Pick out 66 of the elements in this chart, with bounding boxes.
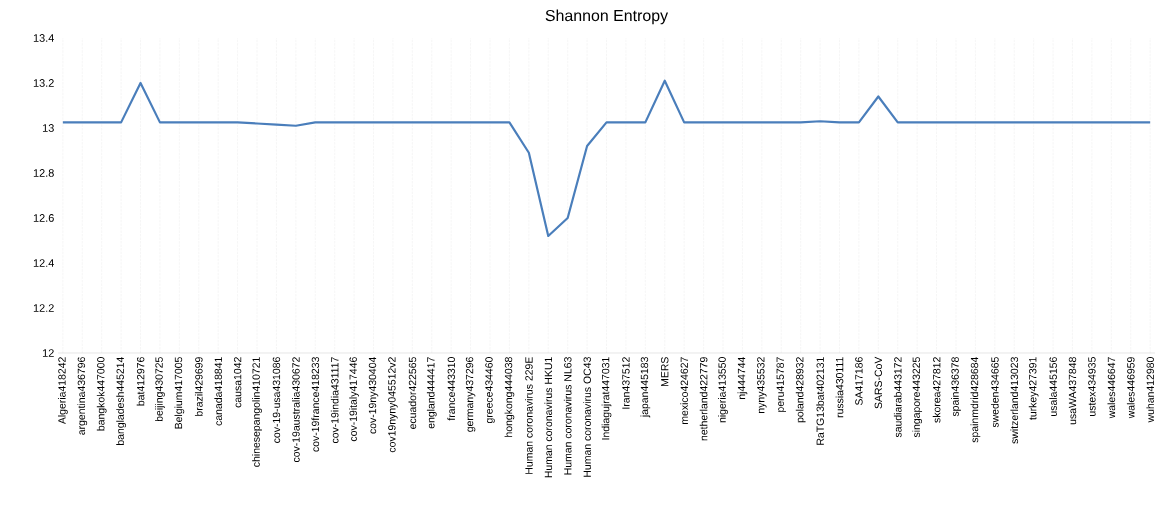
x-tick-label: france443310	[447, 357, 456, 421]
x-tick-label: argentina436796	[77, 357, 88, 435]
x-tick-label: cov-19france418233	[311, 357, 320, 452]
x-tick-label: nj444744	[737, 357, 748, 400]
x-tick-label: wuhan412980	[1146, 357, 1154, 423]
x-tick-label: Algeria418242	[57, 357, 68, 425]
x-tick-label: wales446959	[1126, 357, 1135, 419]
y-tick-label: 13	[42, 124, 54, 132]
x-tick-label: causa1042	[233, 357, 242, 408]
x-tick-label: netherland422779	[699, 357, 708, 441]
x-tick-label: russia430111	[835, 357, 844, 418]
y-tick-label: 12	[42, 349, 54, 357]
x-tick-label: nyny435532	[757, 357, 767, 413]
x-tick-label: peru415787	[776, 357, 786, 412]
x-tick-label: bat412976	[136, 357, 145, 406]
x-tick-label: SARS-CoV	[874, 356, 883, 409]
x-tick-label: cov-19india431117	[330, 357, 339, 444]
x-tick-label: bangladesh445214	[116, 357, 126, 445]
y-tick-label: 12.4	[33, 259, 54, 267]
x-tick-label: skorea427812	[932, 357, 941, 423]
x-tick-label: Human coronavirus NL63	[563, 357, 572, 475]
x-tick-label: cov-19-usa431086	[272, 357, 281, 443]
y-tick-label: 12.8	[33, 169, 54, 177]
y-tick-label: 13.4	[33, 34, 54, 42]
x-tick-label: Indiagujrat447031	[601, 357, 612, 440]
x-tick-label: bangkok447000	[96, 357, 107, 431]
x-tick-label: cov19nyny045512v2	[388, 357, 398, 453]
x-tick-label: spain436378	[951, 357, 961, 417]
y-tick-label: 12.6	[33, 214, 54, 222]
x-tick-label: Iran437512	[622, 357, 630, 409]
x-tick-label: mexico424627	[680, 357, 689, 425]
y-tick-label: 13.2	[33, 79, 54, 87]
x-tick-label: japan445183	[640, 357, 651, 418]
x-tick-label: hongkong444038	[504, 357, 515, 437]
x-tick-label: brazil429699	[194, 357, 203, 416]
x-tick-label: usala445156	[1049, 357, 1057, 416]
x-tick-label: usaWA437848	[1068, 357, 1077, 425]
x-tick-label: greece434460	[485, 357, 495, 424]
y-tick-label: 12.2	[33, 304, 54, 312]
x-tick-label: england444417	[426, 357, 437, 429]
x-tick-label: chinesepangolin410721	[252, 357, 262, 467]
x-tick-label: singapore443225	[912, 357, 923, 438]
x-tick-label: wales446647	[1107, 357, 1116, 419]
x-tick-label: poland428932	[795, 357, 806, 423]
x-tick-label: turkey427391	[1028, 357, 1039, 420]
x-tick-label: Human coronavirus 229E	[525, 357, 533, 474]
x-tick-label: ecuador422565	[408, 357, 417, 429]
x-tick-label: SA417186	[855, 357, 863, 406]
chart-title: Shannon Entropy	[545, 9, 669, 25]
x-tick-label: canada418841	[214, 357, 223, 426]
x-tick-label: ustex434935	[1088, 357, 1096, 416]
x-tick-label: germany437296	[465, 357, 476, 432]
x-tick-label: sweden434665	[990, 357, 999, 428]
x-tick-label: RaTG13bat402131	[816, 357, 824, 445]
x-tick-label: Belgium417005	[174, 357, 185, 429]
x-tick-label: Human coronavirus OC43	[583, 357, 591, 477]
x-tick-label: switzerland413023	[1010, 357, 1019, 444]
x-tick-label: cov-19australia430672	[292, 357, 300, 463]
x-tick-label: MERS	[661, 357, 669, 387]
x-tick-label: saudiarab443172	[893, 357, 902, 438]
x-tick-label: nigeria413550	[718, 357, 728, 423]
x-tick-label: beijing430725	[155, 357, 165, 422]
x-tick-label: cov-19italy417446	[349, 357, 359, 442]
x-tick-label: Human coronavirus HKU1	[544, 357, 553, 478]
x-tick-label: spainmdrid428684	[970, 357, 981, 443]
x-tick-label: cov-19ny430404	[368, 357, 379, 434]
